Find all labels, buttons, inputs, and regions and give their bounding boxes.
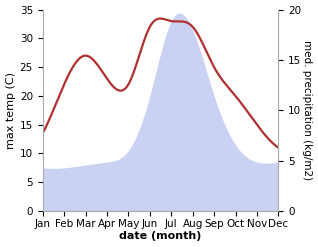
Y-axis label: max temp (C): max temp (C) bbox=[5, 72, 16, 149]
Y-axis label: med. precipitation (kg/m2): med. precipitation (kg/m2) bbox=[302, 40, 313, 180]
X-axis label: date (month): date (month) bbox=[119, 231, 202, 242]
